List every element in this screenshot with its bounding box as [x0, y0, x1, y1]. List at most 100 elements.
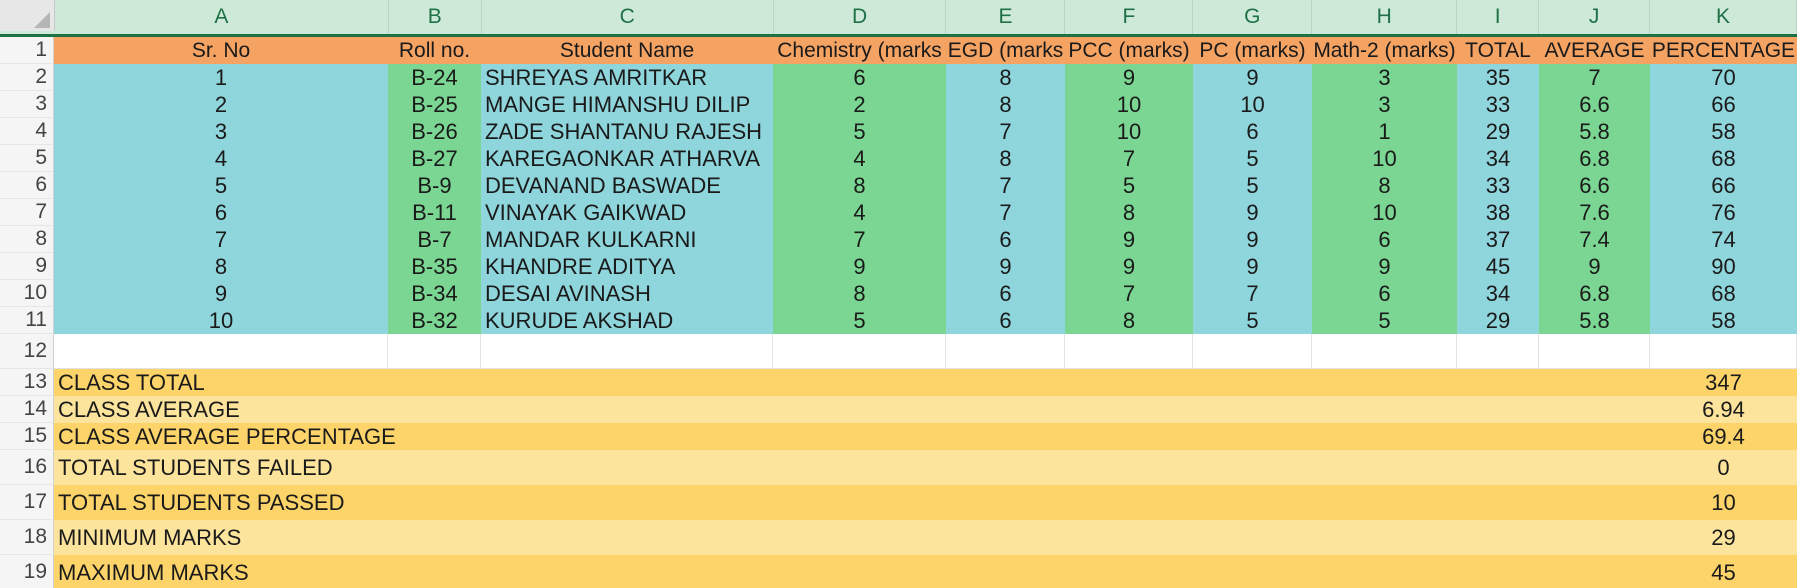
student-name-cell[interactable]: DEVANAND BASWADE	[481, 172, 773, 199]
math2-cell[interactable]: 5	[1312, 307, 1457, 334]
column-header-e[interactable]: E	[946, 0, 1066, 34]
total-cell[interactable]: 34	[1457, 280, 1539, 307]
average-cell[interactable]: 7.6	[1539, 199, 1650, 226]
egd-cell[interactable]: 8	[946, 91, 1065, 118]
percentage-cell[interactable]: 68	[1650, 145, 1797, 172]
percentage-cell[interactable]: 66	[1650, 91, 1797, 118]
sr-no-cell[interactable]: 2	[54, 91, 388, 118]
pcc-cell[interactable]: 7	[1065, 280, 1193, 307]
column-header-j[interactable]: J	[1539, 0, 1651, 34]
pcc-cell[interactable]: 8	[1065, 199, 1193, 226]
egd-cell[interactable]: 6	[946, 280, 1065, 307]
student-name-cell[interactable]: KAREGAONKAR ATHARVA	[481, 145, 773, 172]
empty-cell[interactable]	[1312, 334, 1457, 369]
pcc-cell[interactable]: 9	[1065, 226, 1193, 253]
sr-no-cell[interactable]: 10	[54, 307, 388, 334]
header-cell-pc[interactable]: PC (marks)	[1193, 37, 1312, 64]
total-cell[interactable]: 33	[1457, 91, 1539, 118]
chemistry-cell[interactable]: 8	[773, 172, 946, 199]
summary-label[interactable]: CLASS AVERAGE PERCENTAGE	[54, 423, 1650, 450]
sr-no-cell[interactable]: 7	[54, 226, 388, 253]
pcc-cell[interactable]: 10	[1065, 118, 1193, 145]
percentage-cell[interactable]: 74	[1650, 226, 1797, 253]
sr-no-cell[interactable]: 5	[54, 172, 388, 199]
summary-value[interactable]: 45	[1650, 555, 1797, 588]
header-cell-pcc[interactable]: PCC (marks)	[1065, 37, 1193, 64]
empty-cell[interactable]	[773, 334, 946, 369]
student-name-cell[interactable]: KHANDRE ADITYA	[481, 253, 773, 280]
row-number[interactable]: 13	[0, 369, 54, 396]
math2-cell[interactable]: 8	[1312, 172, 1457, 199]
egd-cell[interactable]: 7	[946, 172, 1065, 199]
summary-value[interactable]: 29	[1650, 520, 1797, 555]
average-cell[interactable]: 9	[1539, 253, 1650, 280]
math2-cell[interactable]: 10	[1312, 199, 1457, 226]
row-number[interactable]: 15	[0, 423, 54, 450]
row-number[interactable]: 4	[0, 118, 54, 145]
math2-cell[interactable]: 9	[1312, 253, 1457, 280]
summary-label[interactable]: MINIMUM MARKS	[54, 520, 1650, 555]
column-header-b[interactable]: B	[389, 0, 482, 34]
summary-label[interactable]: CLASS TOTAL	[54, 369, 1650, 396]
roll-no-cell[interactable]: B-34	[388, 280, 481, 307]
percentage-cell[interactable]: 70	[1650, 64, 1797, 91]
column-header-a[interactable]: A	[55, 0, 389, 34]
average-cell[interactable]: 5.8	[1539, 118, 1650, 145]
row-number[interactable]: 10	[0, 280, 54, 307]
header-cell-roll-no[interactable]: Roll no.	[388, 37, 481, 64]
row-number[interactable]: 8	[0, 226, 54, 253]
summary-label[interactable]: MAXIMUM MARKS	[54, 555, 1650, 588]
column-header-g[interactable]: G	[1193, 0, 1313, 34]
pcc-cell[interactable]: 5	[1065, 172, 1193, 199]
egd-cell[interactable]: 8	[946, 64, 1065, 91]
chemistry-cell[interactable]: 2	[773, 91, 946, 118]
math2-cell[interactable]: 10	[1312, 145, 1457, 172]
chemistry-cell[interactable]: 6	[773, 64, 946, 91]
roll-no-cell[interactable]: B-25	[388, 91, 481, 118]
header-cell-math2[interactable]: Math-2 (marks)	[1312, 37, 1457, 64]
row-number[interactable]: 14	[0, 396, 54, 423]
pc-cell[interactable]: 9	[1193, 226, 1312, 253]
student-name-cell[interactable]: MANDAR KULKARNI	[481, 226, 773, 253]
pc-cell[interactable]: 9	[1193, 64, 1312, 91]
student-name-cell[interactable]: MANGE HIMANSHU DILIP	[481, 91, 773, 118]
column-header-f[interactable]: F	[1065, 0, 1194, 34]
column-header-k[interactable]: K	[1650, 0, 1797, 34]
sr-no-cell[interactable]: 6	[54, 199, 388, 226]
average-cell[interactable]: 6.8	[1539, 280, 1650, 307]
empty-cell[interactable]	[54, 334, 388, 369]
sr-no-cell[interactable]: 3	[54, 118, 388, 145]
row-number[interactable]: 18	[0, 520, 54, 555]
summary-label[interactable]: CLASS AVERAGE	[54, 396, 1650, 423]
empty-cell[interactable]	[388, 334, 481, 369]
total-cell[interactable]: 29	[1457, 307, 1539, 334]
row-number[interactable]: 1	[0, 37, 54, 64]
total-cell[interactable]: 38	[1457, 199, 1539, 226]
select-all-corner[interactable]	[0, 0, 55, 31]
row-number[interactable]: 3	[0, 91, 54, 118]
average-cell[interactable]: 6.6	[1539, 172, 1650, 199]
total-cell[interactable]: 33	[1457, 172, 1539, 199]
math2-cell[interactable]: 6	[1312, 280, 1457, 307]
pc-cell[interactable]: 7	[1193, 280, 1312, 307]
row-number[interactable]: 17	[0, 485, 54, 520]
egd-cell[interactable]: 9	[946, 253, 1065, 280]
percentage-cell[interactable]: 58	[1650, 118, 1797, 145]
header-cell-average[interactable]: AVERAGE	[1539, 37, 1650, 64]
total-cell[interactable]: 29	[1457, 118, 1539, 145]
roll-no-cell[interactable]: B-24	[388, 64, 481, 91]
percentage-cell[interactable]: 76	[1650, 199, 1797, 226]
pcc-cell[interactable]: 9	[1065, 253, 1193, 280]
chemistry-cell[interactable]: 5	[773, 118, 946, 145]
pc-cell[interactable]: 9	[1193, 199, 1312, 226]
total-cell[interactable]: 35	[1457, 64, 1539, 91]
average-cell[interactable]: 7	[1539, 64, 1650, 91]
math2-cell[interactable]: 1	[1312, 118, 1457, 145]
header-cell-percentage[interactable]: PERCENTAGE	[1650, 37, 1797, 64]
sr-no-cell[interactable]: 1	[54, 64, 388, 91]
math2-cell[interactable]: 6	[1312, 226, 1457, 253]
roll-no-cell[interactable]: B-32	[388, 307, 481, 334]
row-number[interactable]: 16	[0, 450, 54, 485]
row-number[interactable]: 7	[0, 199, 54, 226]
percentage-cell[interactable]: 58	[1650, 307, 1797, 334]
